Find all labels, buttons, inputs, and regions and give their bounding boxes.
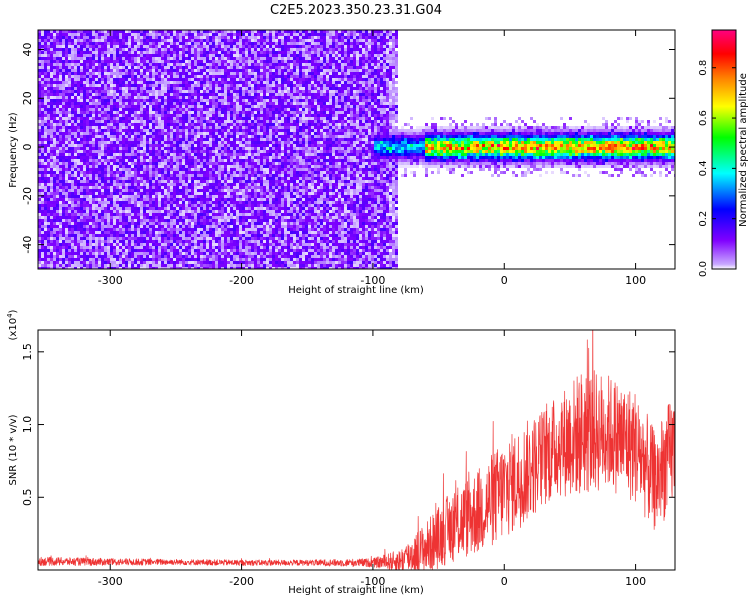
spectrogram-image: [38, 30, 675, 269]
spectrogram-y-label: Frequency (Hz): [8, 112, 19, 188]
colorbar-tick-label: 0.6: [698, 110, 709, 126]
spectrogram-x-label: Height of straight line (km): [288, 285, 424, 296]
spectrogram-y-tick-label: -40: [21, 236, 34, 254]
chart-title: C2E5.2023.350.23.31.G04: [270, 3, 442, 18]
colorbar-gradient: [711, 29, 737, 270]
snr-y-scale-text: (x10: [8, 318, 19, 341]
snr-y-label: SNR (10 * v/v): [8, 414, 19, 485]
colorbar-label: Normalized spectral amplitude: [738, 73, 749, 227]
colorbar-tick-label: 0.2: [698, 211, 709, 227]
spectrogram-y-tick-label: -20: [21, 187, 34, 205]
colorbar: 0.0 0.2 0.4 0.6 0.8 Normalized spectral ampl…: [698, 29, 749, 277]
snr-y-scale-exp: 4: [6, 313, 14, 318]
snr-series-line: [38, 330, 675, 570]
spectrogram-y-tick-label: 20: [21, 91, 34, 105]
snr-x-tick-label: -200: [229, 575, 254, 588]
colorbar-ticks: 0.0 0.2 0.4 0.6 0.8: [698, 60, 736, 277]
snr-axis-ticks: -300 -200 -100 0 100 0.5 1.0 1.5: [21, 330, 675, 588]
spectrogram-x-tick-label: 100: [625, 274, 646, 287]
snr-x-tick-label: 0: [501, 575, 508, 588]
spectrogram-y-tick-label: 0: [21, 144, 34, 151]
spectrogram-x-tick-label: -300: [98, 274, 123, 287]
snr-y-tick-label: 0.5: [21, 489, 34, 507]
spectrogram-y-tick-label: 40: [21, 43, 34, 57]
snr-x-label: Height of straight line (km): [288, 585, 424, 596]
snr-frame: [37, 329, 676, 571]
spectrogram-x-tick-label: -200: [229, 274, 254, 287]
colorbar-tick-label: 0.8: [698, 60, 709, 76]
spectrogram-x-tick-label: 0: [501, 274, 508, 287]
snr-x-tick-label: -300: [98, 575, 123, 588]
spectrogram-x-tick-label: -100: [360, 274, 385, 287]
snr-y-tick-label: 1.0: [21, 416, 34, 434]
spectrogram-frame: [37, 29, 676, 270]
colorbar-tick-label: 0.4: [698, 160, 709, 176]
snr-y-scale: (x104): [6, 309, 19, 340]
snr-plot: -300 -200 -100 0 100 0.5 1.0 1.5 Height of stra…: [6, 309, 676, 596]
colorbar-tick-label: 0.0: [698, 261, 709, 277]
snr-x-tick-label: -100: [360, 575, 385, 588]
snr-x-tick-label: 100: [625, 575, 646, 588]
snr-y-tick-label: 1.5: [21, 343, 34, 361]
